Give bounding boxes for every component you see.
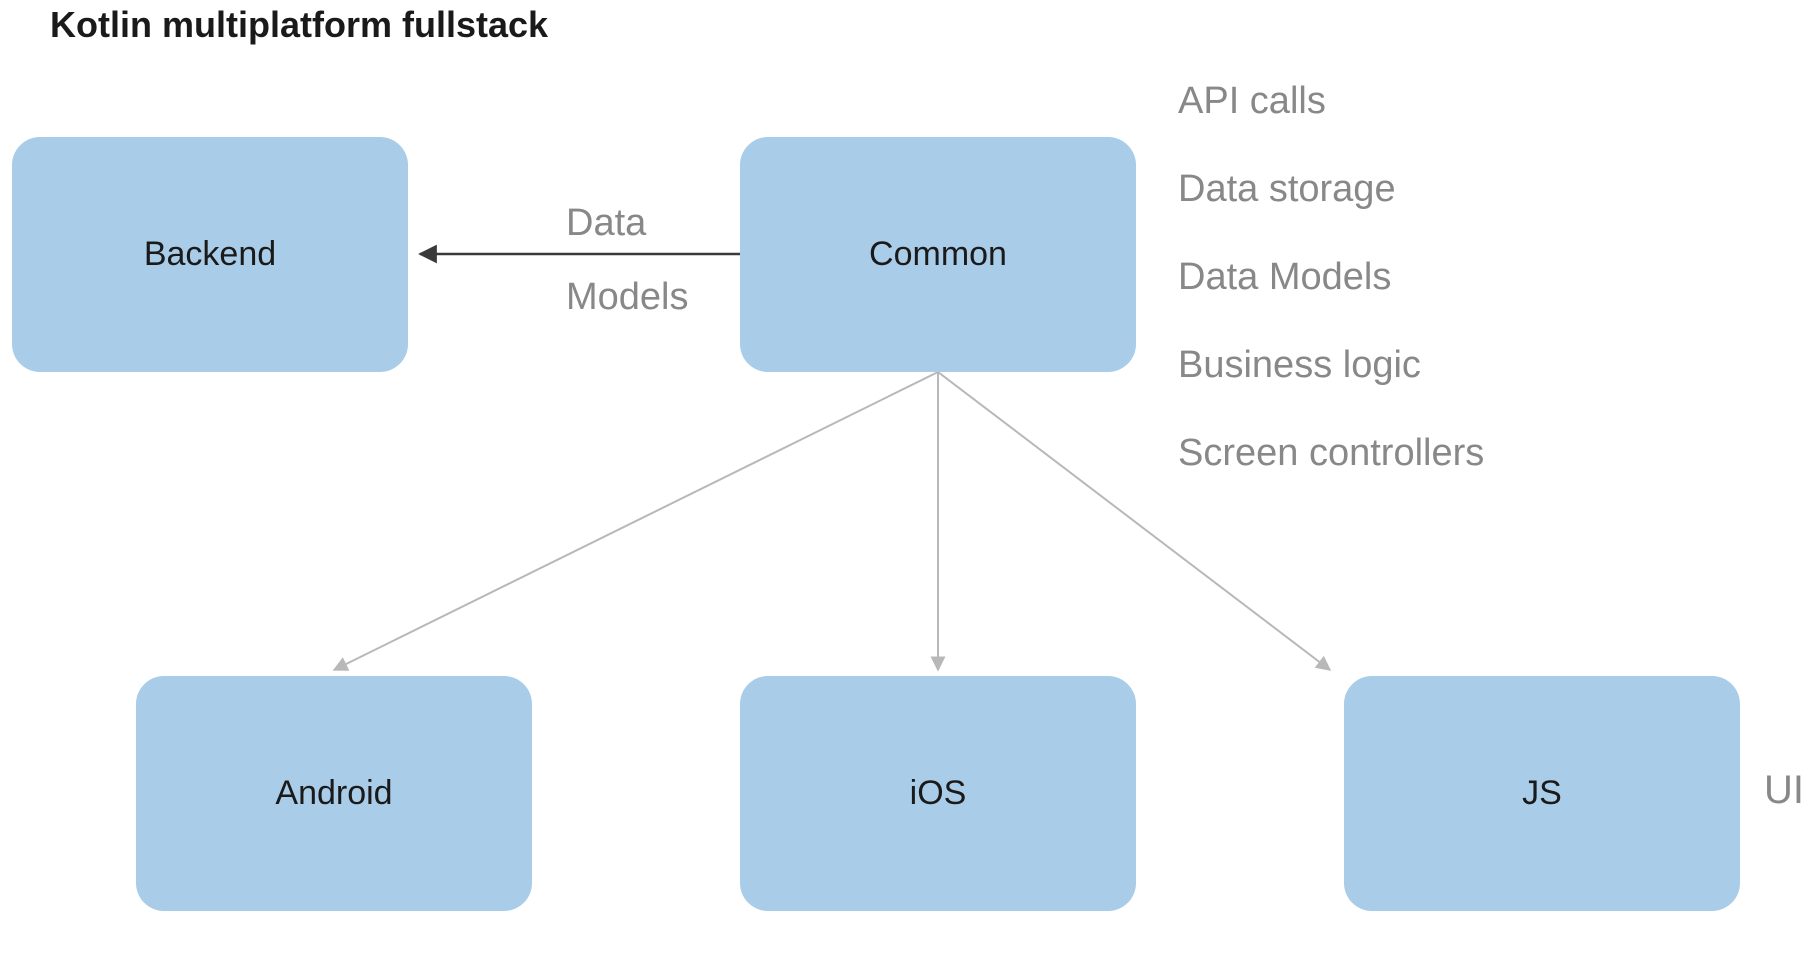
node-js: JS — [1344, 676, 1740, 911]
annotation-0: API calls — [1178, 80, 1326, 123]
edge-common-js — [938, 372, 1330, 670]
side-text-ui: UI — [1764, 768, 1804, 813]
node-ios: iOS — [740, 676, 1136, 911]
annotation-1: Data storage — [1178, 168, 1396, 211]
node-android: Android — [136, 676, 532, 911]
node-backend: Backend — [12, 137, 408, 372]
diagram-title: Kotlin multiplatform fullstack — [50, 4, 548, 46]
edge-common-android — [334, 372, 938, 670]
annotation-3: Business logic — [1178, 344, 1421, 387]
annotation-4: Screen controllers — [1178, 432, 1484, 475]
annotation-2: Data Models — [1178, 256, 1391, 299]
edge-label-data-models: DataModels — [566, 186, 689, 334]
node-common: Common — [740, 137, 1136, 372]
